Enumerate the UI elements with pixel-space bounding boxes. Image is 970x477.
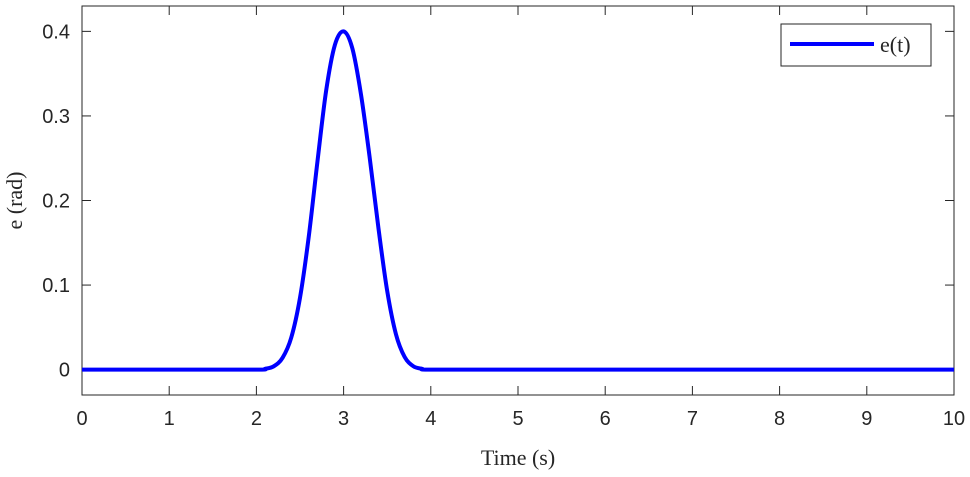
y-axis: 0 0.1 0.2 0.3 0.4 [42,21,954,382]
x-tick-label: 1 [164,408,175,430]
x-axis: 0 1 2 3 4 5 6 7 8 9 10 [76,6,965,430]
legend-label: e(t) [880,32,911,57]
x-tick-label: 7 [687,408,698,430]
x-tick-label: 3 [338,408,349,430]
x-tick-label: 2 [251,408,262,430]
y-tick-label: 0.1 [42,275,70,297]
y-axis-title: e (rad) [2,171,27,229]
x-tick-label: 0 [76,408,87,430]
x-tick-label: 10 [943,408,965,430]
x-tick-label: 5 [512,408,523,430]
x-tick-label: 9 [861,408,872,430]
y-tick-label: 0 [59,360,70,382]
x-tick-label: 6 [600,408,611,430]
y-tick-label: 0.2 [42,191,70,213]
y-tick-label: 0.4 [42,21,70,43]
series-line [81,29,954,372]
plot-area [81,5,955,396]
x-tick-label: 4 [425,408,436,430]
x-axis-title: Time (s) [481,445,555,470]
y-tick-label: 0.3 [42,106,70,128]
x-tick-label: 8 [774,408,785,430]
legend: e(t) [780,23,932,67]
series-layer [81,29,954,372]
